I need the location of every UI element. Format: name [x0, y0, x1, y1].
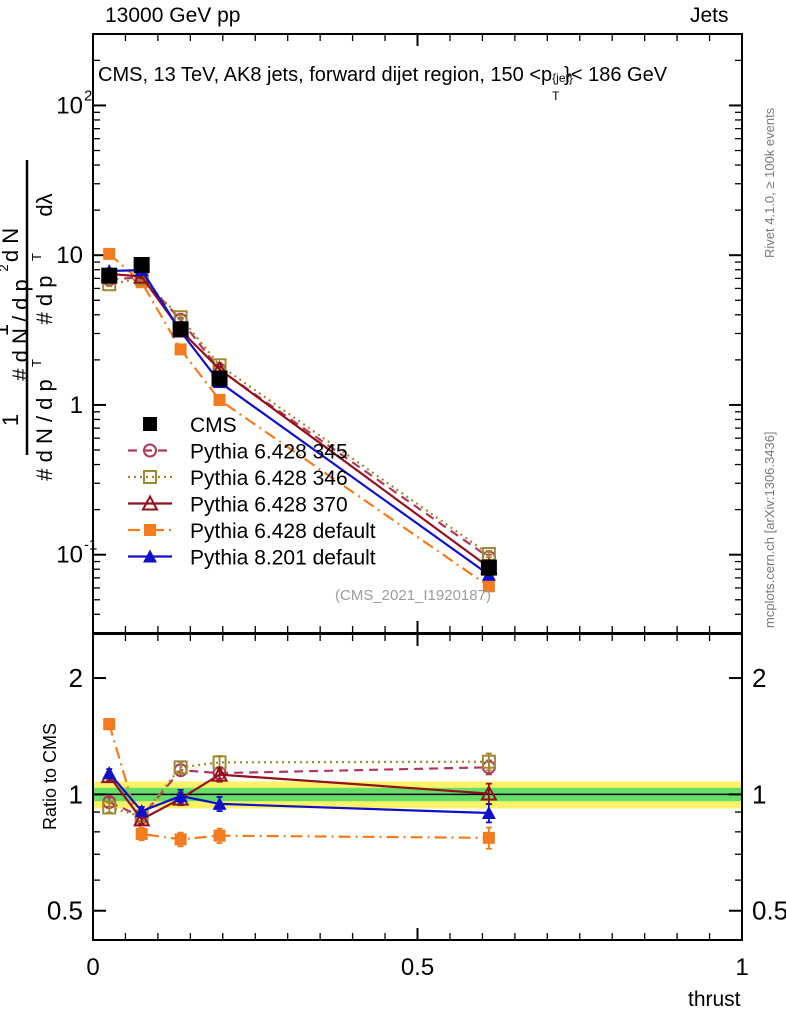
y-label-part: T — [29, 359, 44, 367]
legend-label: Pythia 6.428 345 — [190, 441, 348, 464]
ratio-axis-label: Ratio to CMS — [40, 722, 60, 830]
marker-triangle-open — [480, 784, 498, 801]
legend-label: Pythia 6.428 default — [190, 520, 376, 543]
legend-item[interactable]: Pythia 8.201 default — [128, 547, 376, 570]
marker-square-filled — [135, 827, 148, 840]
y-axis-label-frac: 1 — [0, 324, 13, 336]
series-ratio-2 — [102, 752, 496, 824]
marker-triangle-filled — [102, 766, 117, 780]
y-label-part: 2 — [0, 264, 11, 271]
marker-triangle-filled — [143, 549, 157, 563]
legend: CMS Pythia 6.428 345 Pythia 6.428 346 Pythi… — [128, 414, 376, 570]
ratio-y-tick-label: 2 — [69, 663, 83, 693]
y-tick-exponent: -1 — [84, 537, 97, 554]
marker-triangle-open — [133, 810, 151, 827]
marker-square-filled — [103, 247, 116, 260]
y-tick-exponent: 2 — [84, 87, 92, 104]
plot-title-sub: T — [552, 89, 560, 103]
marker-square-open — [143, 470, 157, 484]
plot-title-sup: {jet} — [552, 71, 573, 85]
marker-square-open — [102, 800, 117, 815]
y-label-part: dλ — [32, 193, 57, 216]
legend-item[interactable]: CMS — [143, 414, 237, 437]
y-label-part: 1 — [0, 414, 23, 426]
x-tick-label: 0 — [86, 954, 99, 981]
ratio-y-tick-label: 1 — [69, 779, 83, 809]
marker-triangle-filled — [173, 789, 188, 803]
marker-square-filled — [482, 831, 495, 844]
marker-square-filled — [213, 393, 226, 406]
y-axis-label-numerator: 1 — [0, 324, 13, 336]
legend-label: Pythia 6.428 346 — [190, 467, 348, 490]
marker-square-filled — [480, 559, 497, 576]
y-tick-label: 10 — [56, 242, 83, 269]
y-label-part: # d N / d p — [32, 379, 57, 481]
plot-title-tail: }< 186 GeV — [564, 64, 668, 86]
marker-square-open — [173, 760, 188, 775]
marker-triangle-filled — [481, 806, 496, 820]
marker-triangle-filled — [134, 804, 149, 818]
ratio-y-tick-label-right: 0.5 — [752, 896, 786, 926]
legend-item[interactable]: Pythia 6.428 346 — [128, 467, 348, 490]
marker-circle-open — [143, 443, 157, 458]
header-right: Jets — [690, 4, 729, 27]
y-label-part: T — [29, 253, 44, 261]
marker-triangle-open — [141, 494, 159, 511]
header-left: 13000 GeV pp — [105, 4, 241, 27]
y-axis-label: # d N / d p — [8, 279, 33, 381]
ratio-y-tick-label-right: 1 — [752, 779, 766, 809]
marker-square-filled — [213, 829, 226, 842]
marker-square-filled — [174, 833, 187, 846]
legend-item[interactable]: Pythia 6.428 370 — [128, 494, 348, 517]
ratio-y-tick-label-right: 2 — [752, 663, 766, 693]
marker-triangle-filled — [212, 796, 227, 810]
x-axis-label: thrust — [688, 988, 741, 1011]
series-line — [109, 277, 490, 555]
y-label-part: d N — [0, 228, 23, 262]
marker-square-filled — [103, 718, 116, 731]
plot-title: CMS, 13 TeV, AK8 jets, forward dijet reg… — [98, 64, 668, 103]
analysis-id-watermark: (CMS_2021_I1920187) — [335, 587, 491, 604]
legend-item[interactable]: Pythia 6.428 345 — [128, 441, 348, 464]
ratio-y-tick-label: 0.5 — [47, 896, 83, 926]
marker-square-filled — [133, 257, 150, 274]
side-label-bottom: mcplots.cern.ch [arXiv:1306.3436] — [762, 431, 777, 628]
marker-square-filled — [211, 370, 228, 387]
legend-label: CMS — [190, 414, 237, 437]
y-tick-label: 1 — [70, 392, 83, 419]
marker-square-open — [481, 754, 496, 769]
x-tick-label: 1 — [735, 954, 748, 981]
marker-square-filled — [101, 267, 118, 284]
legend-label: Pythia 6.428 370 — [190, 494, 348, 517]
marker-square-filled — [174, 343, 187, 356]
y-tick-label: 10 — [56, 542, 83, 569]
marker-square-filled — [143, 417, 157, 431]
marker-triangle-open — [210, 765, 229, 782]
series-ratio-5 — [102, 766, 496, 824]
y-tick-label: 10 — [56, 92, 83, 119]
y-label-part: # d p — [32, 276, 57, 325]
legend-item[interactable]: Pythia 6.428 default — [128, 520, 376, 543]
marker-square-filled — [172, 321, 189, 338]
y-axis-label-text: # d N / d p — [8, 279, 33, 381]
marker-square-filled — [482, 580, 495, 593]
plot-title-main: CMS, 13 TeV, AK8 jets, forward dijet reg… — [98, 64, 553, 86]
legend-label: Pythia 8.201 default — [190, 547, 376, 570]
side-label-top: Rivet 4.1.0, ≥ 100k events — [762, 107, 777, 258]
marker-square-filled — [144, 524, 156, 536]
x-tick-label: 0.5 — [401, 954, 434, 981]
series-main-0 — [101, 257, 497, 577]
